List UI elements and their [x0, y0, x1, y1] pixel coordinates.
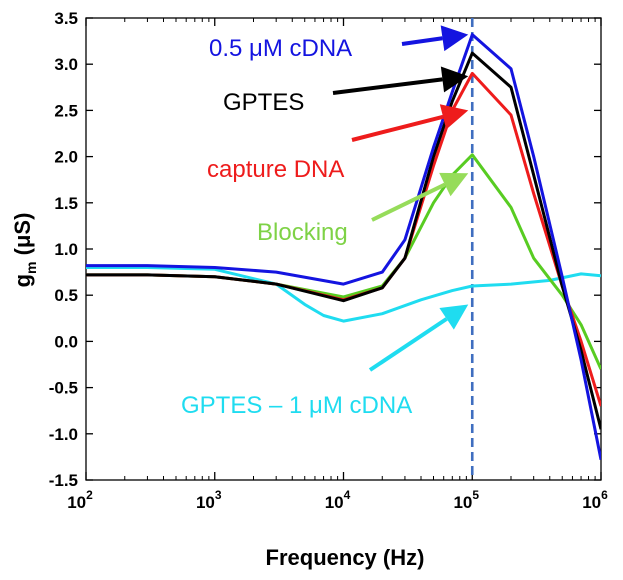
annotation-arrow-0-5-m-cdna-head	[440, 25, 469, 52]
x-axis-title: Frequency (Hz)	[266, 545, 425, 570]
y-tick-label: 0.5	[54, 286, 78, 305]
y-tick-label: -0.5	[49, 379, 78, 398]
x-tick-label: 102	[67, 488, 93, 512]
y-tick-label: 0.0	[54, 332, 78, 351]
y-axis: 3.5 3.0 2.5 2.0 1.5 1.0 0.5 0.0 -0.5 -1.0 -1.5	[49, 9, 601, 490]
y-tick-label: 1.0	[54, 240, 78, 259]
annotation-label-blocking: Blocking	[257, 219, 348, 246]
annotation-arrow-gptes-head	[440, 66, 469, 93]
annotation-arrow-gptes-1-m-cdna-shaft	[368, 317, 448, 372]
series-line-0-5-m-cdna	[86, 33, 601, 460]
y-axis-title-subscript: m	[23, 262, 39, 274]
y-axis-title-main: g	[10, 274, 35, 287]
y-tick-label: 2.5	[54, 101, 78, 120]
y-tick-label: 3.0	[54, 55, 78, 74]
annotation-label-0-5um-cdna: 0.5 μM cDNA	[209, 35, 352, 62]
series-group	[86, 33, 601, 460]
series-line-blocking	[86, 153, 601, 370]
annotation-group: 0.5 μM cDNA GPTES capture DNA Blocking G…	[181, 25, 469, 419]
series-line-gptes-1-m-cdna	[86, 266, 601, 323]
x-tick-label: 106	[582, 488, 608, 512]
x-tick-label: 105	[453, 488, 479, 512]
series-line-gptes	[86, 51, 601, 430]
annotation-arrow-0-5-m-cdna-shaft	[401, 36, 443, 46]
y-tick-label: 2.0	[54, 148, 78, 167]
annotation-arrow-blocking-shaft	[371, 182, 446, 222]
y-tick-label: -1.0	[49, 425, 78, 444]
annotation-arrow-blocking-head	[439, 172, 469, 197]
annotation-label-gptes-1um-cdna: GPTES – 1 μM cDNA	[181, 392, 412, 419]
x-tick-label: 103	[196, 488, 222, 512]
y-tick-label: 3.5	[54, 9, 78, 28]
annotation-arrow-capture-dna-shaft	[351, 114, 444, 142]
y-tick-label: 1.5	[54, 194, 78, 213]
annotation-arrow-gptes-shaft	[332, 77, 443, 95]
y-axis-title-unit: (μS)	[10, 213, 35, 262]
y-axis-title: gm (μS)	[10, 213, 39, 288]
annotation-label-gptes: GPTES	[223, 89, 304, 116]
annotation-arrow-capture-dna-head	[439, 104, 469, 130]
annotation-label-capture-dna: capture DNA	[207, 156, 344, 183]
annotation-arrow-gptes-1-m-cdna-head	[439, 304, 469, 330]
y-tick-label: -1.5	[49, 471, 78, 490]
x-tick-label: 104	[325, 488, 351, 512]
